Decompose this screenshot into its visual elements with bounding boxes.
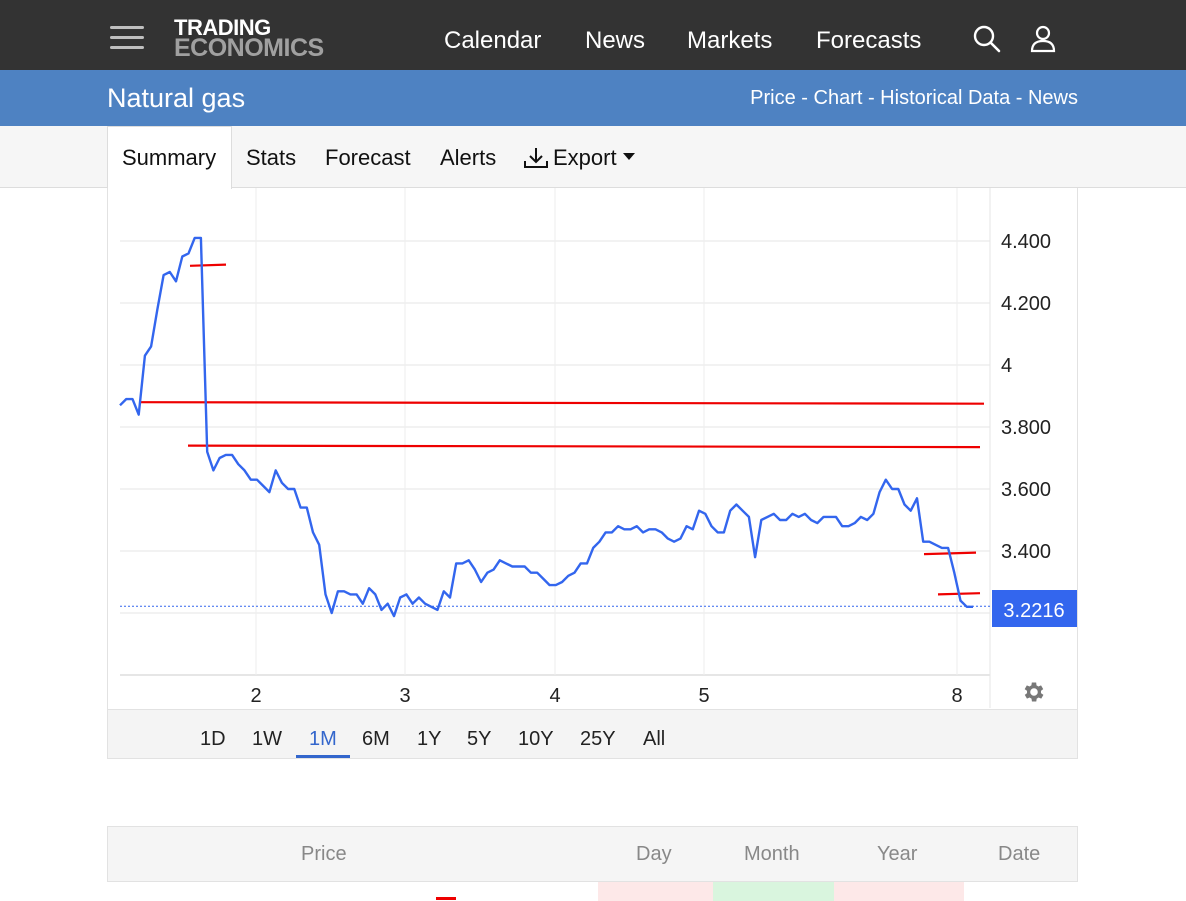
- tab-bar: Summary Stats Forecast Alerts Export: [0, 126, 1186, 189]
- y-tick-label: 3.400: [1001, 541, 1051, 563]
- user-icon[interactable]: [1029, 24, 1059, 54]
- y-axis-ticks: 4.400 4.200 4 3.800 3.600 3.400: [1001, 231, 1051, 563]
- cell-year-change: [834, 882, 964, 901]
- range-10y[interactable]: 10Y: [518, 728, 554, 750]
- top-navigation-bar: TRADING ECONOMICS Calendar News Markets …: [0, 0, 1186, 70]
- price-line: [119, 236, 973, 618]
- tab-summary-bg: [107, 126, 232, 189]
- reference-line: [139, 401, 985, 405]
- chart-grid: [120, 188, 991, 708]
- chart-series: [119, 236, 990, 618]
- column-year: Year: [877, 843, 918, 865]
- range-selector: [108, 709, 1077, 758]
- range-1y[interactable]: 1Y: [417, 728, 442, 750]
- column-day: Day: [636, 843, 672, 865]
- column-price: Price: [301, 843, 347, 865]
- x-tick-label: 4: [549, 685, 560, 707]
- page-section-links[interactable]: Price - Chart - Historical Data - News: [750, 87, 1078, 109]
- nav-forecasts[interactable]: Forecasts: [816, 27, 922, 54]
- logo-line-1: TRADING: [174, 15, 271, 40]
- y-tick-label: 3.800: [1001, 417, 1051, 439]
- y-tick-label: 4.400: [1001, 231, 1051, 253]
- trading-economics-logo[interactable]: TRADING ECONOMICS: [174, 15, 324, 62]
- price-chart[interactable]: 4.400 4.200 4 3.800 3.600 3.400 2 3 4 5 8 3.2216: [0, 0, 1186, 760]
- reference-lines: [139, 263, 985, 596]
- range-1d[interactable]: 1D: [200, 728, 226, 750]
- page-title: Natural gas: [107, 83, 246, 113]
- download-icon[interactable]: [523, 146, 549, 170]
- range-1m[interactable]: 1M: [309, 728, 337, 750]
- tab-stats[interactable]: Stats: [246, 145, 297, 170]
- x-tick-label: 3: [399, 685, 410, 707]
- nav-calendar[interactable]: Calendar: [444, 27, 542, 54]
- active-range-indicator: [296, 755, 350, 758]
- column-month: Month: [744, 843, 800, 865]
- chevron-down-icon[interactable]: [623, 153, 635, 161]
- gear-icon[interactable]: [1021, 679, 1047, 705]
- tab-forecast[interactable]: Forecast: [325, 145, 411, 170]
- range-25y[interactable]: 25Y: [580, 728, 616, 750]
- column-date: Date: [998, 843, 1041, 865]
- x-axis-ticks: 2 3 4 5 8: [250, 685, 962, 707]
- hamburger-menu-icon[interactable]: [110, 24, 146, 52]
- price-table-header: [107, 826, 1078, 882]
- instrument-header: Natural gas Price - Chart - Historical D…: [0, 70, 1186, 126]
- y-tick-label: 4: [1001, 355, 1012, 377]
- range-6m[interactable]: 6M: [362, 728, 390, 750]
- x-tick-label: 8: [951, 685, 962, 707]
- chart-container: [107, 188, 1078, 759]
- nav-news[interactable]: News: [585, 27, 646, 54]
- cell-month-change: [713, 882, 834, 901]
- y-tick-label: 3.600: [1001, 479, 1051, 501]
- search-icon[interactable]: [972, 24, 1002, 54]
- tab-alerts[interactable]: Alerts: [440, 145, 497, 170]
- range-5y[interactable]: 5Y: [467, 728, 492, 750]
- current-value-badge: [992, 590, 1077, 627]
- current-value-label: 3.2216: [1003, 600, 1064, 622]
- tab-export[interactable]: Export: [553, 145, 617, 170]
- range-1w[interactable]: 1W: [252, 728, 282, 750]
- price-change-marker: [436, 897, 456, 900]
- x-tick-label: 5: [698, 685, 709, 707]
- nav-markets[interactable]: Markets: [687, 27, 773, 54]
- reference-line: [189, 263, 227, 267]
- logo-line-2: ECONOMICS: [174, 34, 324, 62]
- reference-line: [187, 444, 981, 449]
- cell-day-change: [598, 882, 713, 901]
- x-tick-label: 2: [250, 685, 261, 707]
- y-tick-label: 4.200: [1001, 293, 1051, 315]
- range-all[interactable]: All: [643, 728, 666, 750]
- tab-summary[interactable]: Summary: [122, 145, 217, 170]
